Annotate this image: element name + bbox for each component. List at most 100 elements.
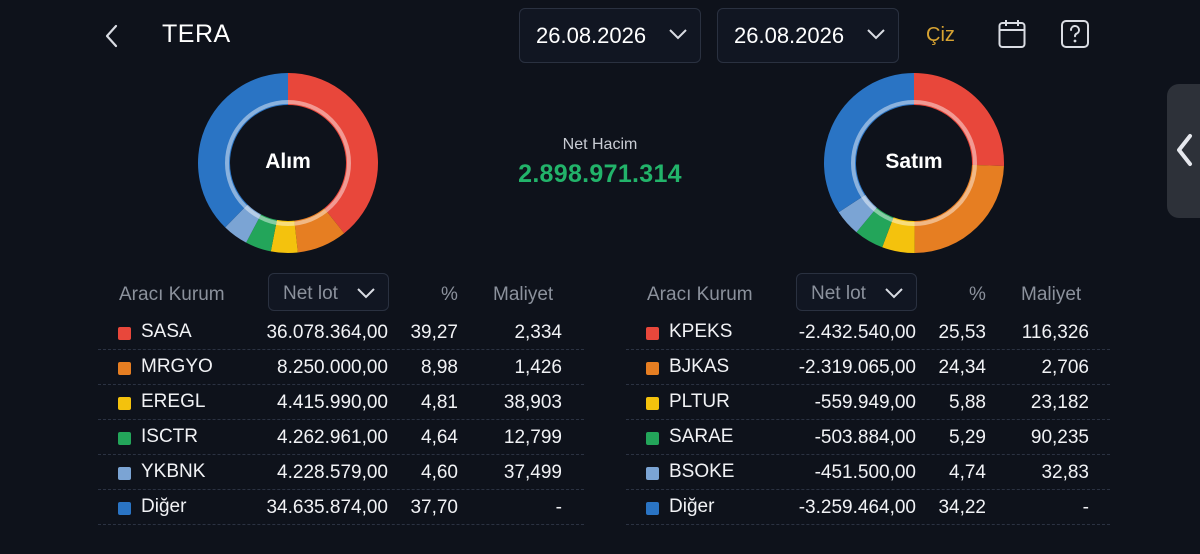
help-button[interactable] [1060,18,1090,50]
chevron-down-icon [867,29,885,40]
percent-value: 4,64 [421,427,458,448]
back-chevron-icon [105,24,118,48]
broker-column-header: Aracı Kurum [647,284,753,305]
net-volume-summary: Net Hacim 2.898.971.314 [500,136,700,189]
netlot-sort-dropdown[interactable]: Net lot [796,273,917,311]
table-row[interactable]: SASA 36.078.364,00 39,27 2,334 [98,315,584,350]
calendar-button[interactable] [997,18,1027,50]
sell-slice-4 [838,194,877,233]
sell-donut-label: Satım [885,150,943,173]
cost-value: 12,799 [503,427,562,448]
buy-slice-3 [246,214,277,252]
broker-name: ISCTR [141,426,198,447]
legend-swatch [118,502,131,515]
percent-value: 34,22 [938,497,986,518]
broker-name: Diğer [141,496,187,517]
legend-swatch [646,362,659,375]
buy-slice-0 [288,73,378,234]
percent-value: 4,81 [421,392,458,413]
percent-value: 4,60 [421,462,458,483]
legend-swatch [646,502,659,515]
table-row[interactable]: EREGL 4.415.990,00 4,81 38,903 [98,385,584,420]
legend-swatch [118,467,131,480]
table-row[interactable]: BSOKE -451.500,00 4,74 32,83 [626,455,1110,490]
cost-value: 1,426 [514,357,562,378]
cost-value: 38,903 [503,392,562,413]
page-title: TERA [162,20,231,48]
side-panel-toggle[interactable] [1167,84,1200,218]
start-date-picker[interactable]: 26.08.2026 [519,8,701,63]
cost-column-header: Maliyet [493,284,554,305]
percent-value: 4,74 [949,462,986,483]
table-row[interactable]: BJKAS -2.319.065,00 24,34 2,706 [626,350,1110,385]
end-date-value: 26.08.2026 [734,22,845,48]
netlot-value: -2.432.540,00 [798,322,916,343]
netlot-sort-dropdown[interactable]: Net lot [268,273,389,311]
buy-slice-5 [198,73,288,228]
cost-value: 2,334 [514,322,562,343]
sell-center [857,106,971,220]
buy-slice-1 [294,208,345,253]
end-date-picker[interactable]: 26.08.2026 [717,8,899,63]
chevron-down-icon [669,29,687,40]
percent-value: 24,34 [938,357,986,378]
table-row[interactable]: Diğer 34.635.874,00 37,70 - [98,490,584,525]
netlot-value: 4.262.961,00 [277,427,388,448]
calendar-icon [998,20,1026,48]
back-button[interactable] [100,22,124,50]
percent-value: 39,27 [410,322,458,343]
buy-donut-label: Alım [265,150,311,173]
legend-swatch [118,397,131,410]
cost-value: - [555,497,562,518]
legend-swatch [118,362,131,375]
buy-slice-2 [270,219,298,253]
netlot-dropdown-label: Net lot [811,283,866,304]
buy-inner-ring [225,100,351,226]
broker-name: BJKAS [669,356,730,377]
table-row[interactable]: SARAE -503.884,00 5,29 90,235 [626,420,1110,455]
legend-swatch [118,327,131,340]
netlot-value: 4.228.579,00 [277,462,388,483]
percent-value: 5,29 [949,427,986,448]
netlot-value: 8.250.000,00 [277,357,388,378]
table-row[interactable]: YKBNK 4.228.579,00 4,60 37,499 [98,455,584,490]
percent-column-header: % [969,284,986,305]
cost-value: 37,499 [503,462,562,483]
percent-value: 5,88 [949,392,986,413]
table-row[interactable]: PLTUR -559.949,00 5,88 23,182 [626,385,1110,420]
sell-inner-ring [851,100,977,226]
sell-slice-1 [914,164,1004,253]
buy-center [231,106,345,220]
broker-name: YKBNK [141,461,206,482]
broker-name: BSOKE [669,461,735,482]
percent-column-header: % [441,284,458,305]
table-row[interactable]: KPEKS -2.432.540,00 25,53 116,326 [626,315,1110,350]
cost-value: 2,706 [1041,357,1089,378]
sell-slice-2 [882,217,915,253]
percent-value: 25,53 [938,322,986,343]
start-date-value: 26.08.2026 [536,22,647,48]
netlot-value: 34.635.874,00 [266,497,388,518]
broker-column-header: Aracı Kurum [119,284,225,305]
chevron-left-icon [1177,134,1192,166]
sell-slice-0 [914,73,1004,166]
cost-value: 32,83 [1041,462,1089,483]
net-volume-value: 2.898.971.314 [518,160,682,188]
cost-value: 90,235 [1030,427,1089,448]
chevron-down-icon [357,288,375,299]
percent-value: 37,70 [410,497,458,518]
broker-name: SASA [141,321,192,342]
legend-swatch [646,467,659,480]
percent-value: 8,98 [421,357,458,378]
broker-name: EREGL [141,391,206,412]
draw-button[interactable]: Çiz [926,24,955,46]
netlot-value: -2.319.065,00 [798,357,916,378]
table-row[interactable]: MRGYO 8.250.000,00 8,98 1,426 [98,350,584,385]
table-row[interactable]: ISCTR 4.262.961,00 4,64 12,799 [98,420,584,455]
legend-swatch [646,432,659,445]
legend-swatch [646,397,659,410]
netlot-value: 36.078.364,00 [266,322,388,343]
buy-donut-chart: Alım [197,72,379,254]
table-row[interactable]: Diğer -3.259.464,00 34,22 - [626,490,1110,525]
broker-name: SARAE [669,426,734,447]
